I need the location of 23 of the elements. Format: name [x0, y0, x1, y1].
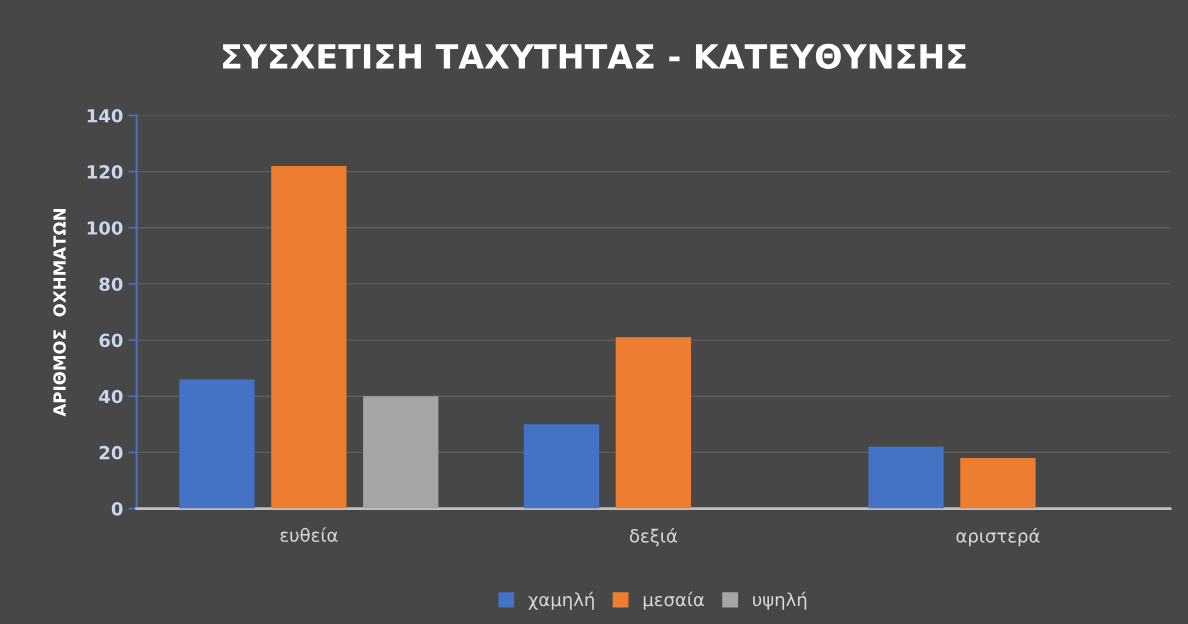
y-tick-label: 140 [87, 108, 123, 123]
chart-title: ΣΥΣΧΕΤΙΣΗ ΤΑΧΥΤΗΤΑΣ - ΚΑΤΕΥΘΥΝΣΗΣ [223, 43, 966, 69]
y-tick-label: 120 [87, 165, 123, 179]
y-axis-title: ΑΡΙΘΜΟΣ ΟΧΗΜΑΤΩΝ [53, 208, 66, 417]
bar [271, 165, 347, 509]
y-tick-label: 20 [99, 445, 123, 460]
legend-label: υψηλή [753, 591, 807, 610]
bar [523, 424, 600, 509]
bar [615, 337, 692, 509]
y-tick-label: 100 [87, 221, 123, 235]
legend-label: μεσαία [643, 591, 705, 610]
y-tick-label: 60 [99, 333, 123, 348]
x-tick-label: αριστερά [956, 528, 1040, 547]
bar [179, 379, 255, 509]
x-tick-label: ευθεία [280, 527, 338, 542]
bar [868, 446, 944, 509]
x-tick-label: δεξιά [629, 528, 677, 547]
bar [363, 396, 439, 509]
y-tick-label: 40 [99, 389, 123, 404]
legend-label: χαμηλή [528, 591, 594, 610]
y-tick-label: 0 [111, 502, 123, 516]
y-tick-label: 80 [99, 277, 123, 292]
bar [960, 458, 1036, 509]
